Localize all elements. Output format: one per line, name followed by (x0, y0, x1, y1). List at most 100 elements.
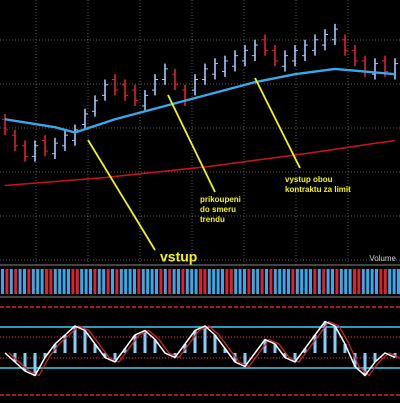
histogram-bar (373, 353, 377, 362)
histogram-bar (33, 353, 37, 376)
moving-average (4, 139, 396, 187)
volume-bar (273, 269, 277, 294)
histogram-bar (363, 353, 367, 376)
pointer-line (87, 139, 156, 251)
volume-bar (282, 269, 286, 294)
volume-bar (221, 269, 224, 294)
volume-bar (353, 269, 356, 294)
oscillator-line (4, 320, 396, 377)
volume-bar (181, 269, 185, 294)
histogram-bar (293, 353, 297, 362)
histogram-bar (243, 353, 247, 367)
volume-bar (256, 269, 260, 294)
volume-bar (300, 269, 304, 294)
volume-bar (18, 269, 22, 294)
volume-bar (23, 269, 26, 294)
volume-bar (27, 269, 31, 294)
volume-bar (97, 269, 101, 294)
histogram-bar (303, 348, 307, 353)
volume-bar (278, 269, 282, 294)
volume-bar (137, 269, 141, 294)
volume-bar (190, 269, 194, 294)
volume-bar (40, 269, 44, 294)
histogram-bar (283, 353, 287, 358)
volume-bar (14, 269, 18, 294)
volume-bar (124, 269, 128, 294)
volume-bar (269, 269, 273, 294)
volume-bar (238, 269, 242, 294)
volume-bar (344, 269, 348, 294)
histogram-bar (203, 326, 207, 353)
volume-bar (331, 269, 334, 294)
histogram-bar (13, 353, 17, 362)
pointer-line (254, 77, 301, 169)
volume-bar (366, 269, 370, 294)
histogram-bar (73, 326, 77, 353)
moving-average (4, 67, 396, 134)
volume-bar (89, 269, 92, 294)
volume-bar (75, 269, 79, 294)
histogram-bar (143, 330, 147, 353)
volume-bar (146, 269, 150, 294)
volume-bar (71, 269, 75, 294)
oscillator-panel (0, 306, 400, 396)
histogram-bar (113, 353, 117, 362)
volume-bar (58, 269, 62, 294)
volume-bar (309, 269, 312, 294)
volume-bar (172, 269, 176, 294)
volume-bar (111, 269, 114, 294)
volume-bar (159, 269, 163, 294)
volume-bar (251, 269, 255, 294)
annotation-text: prikoupeni (200, 195, 241, 204)
volume-bar (317, 269, 321, 294)
volume-bar (335, 269, 339, 294)
volume-bar (106, 269, 110, 294)
volume-bar (216, 269, 220, 294)
volume-bar (295, 269, 299, 294)
volume-bar (9, 269, 13, 294)
volume-bar (84, 269, 88, 294)
volume-bar (45, 269, 48, 294)
volume-bar (383, 269, 387, 294)
volume-bar (287, 269, 290, 294)
volume-bar (155, 269, 158, 294)
volume-bar (53, 269, 57, 294)
volume-bar (348, 269, 352, 294)
volume-bar (357, 269, 361, 294)
volume-bar (375, 269, 378, 294)
histogram-bar (213, 335, 217, 353)
volume-bar (150, 269, 154, 294)
volume-bar (225, 269, 229, 294)
histogram-bar (353, 353, 357, 367)
volume-bar (265, 269, 268, 294)
annotation-text: do smeru (200, 205, 236, 214)
volume-bar (5, 269, 9, 294)
volume-bar (397, 269, 400, 294)
volume-bar (212, 269, 216, 294)
volume-bar (260, 269, 264, 294)
volume-bar (36, 269, 40, 294)
volume-bar (203, 269, 207, 294)
volume-bar (339, 269, 343, 294)
volume-bar (229, 269, 233, 294)
volume-bar (370, 269, 374, 294)
histogram-bar (23, 353, 27, 371)
histogram-bar (63, 335, 67, 353)
histogram-bar (343, 344, 347, 353)
volume-bar (361, 269, 365, 294)
volume-bar (199, 269, 202, 294)
annotation-text: vstup (160, 249, 197, 265)
volume-bar (31, 269, 35, 294)
volume-bar (392, 269, 396, 294)
volume-bar (185, 269, 189, 294)
histogram-bar (223, 348, 227, 353)
annotation-text: trendu (200, 215, 225, 224)
volume-bar (388, 269, 392, 294)
volume-bar (115, 269, 119, 294)
grid (0, 0, 400, 298)
pointer-line (167, 94, 216, 193)
volume-bar (379, 269, 383, 294)
volume-bar (141, 269, 145, 294)
